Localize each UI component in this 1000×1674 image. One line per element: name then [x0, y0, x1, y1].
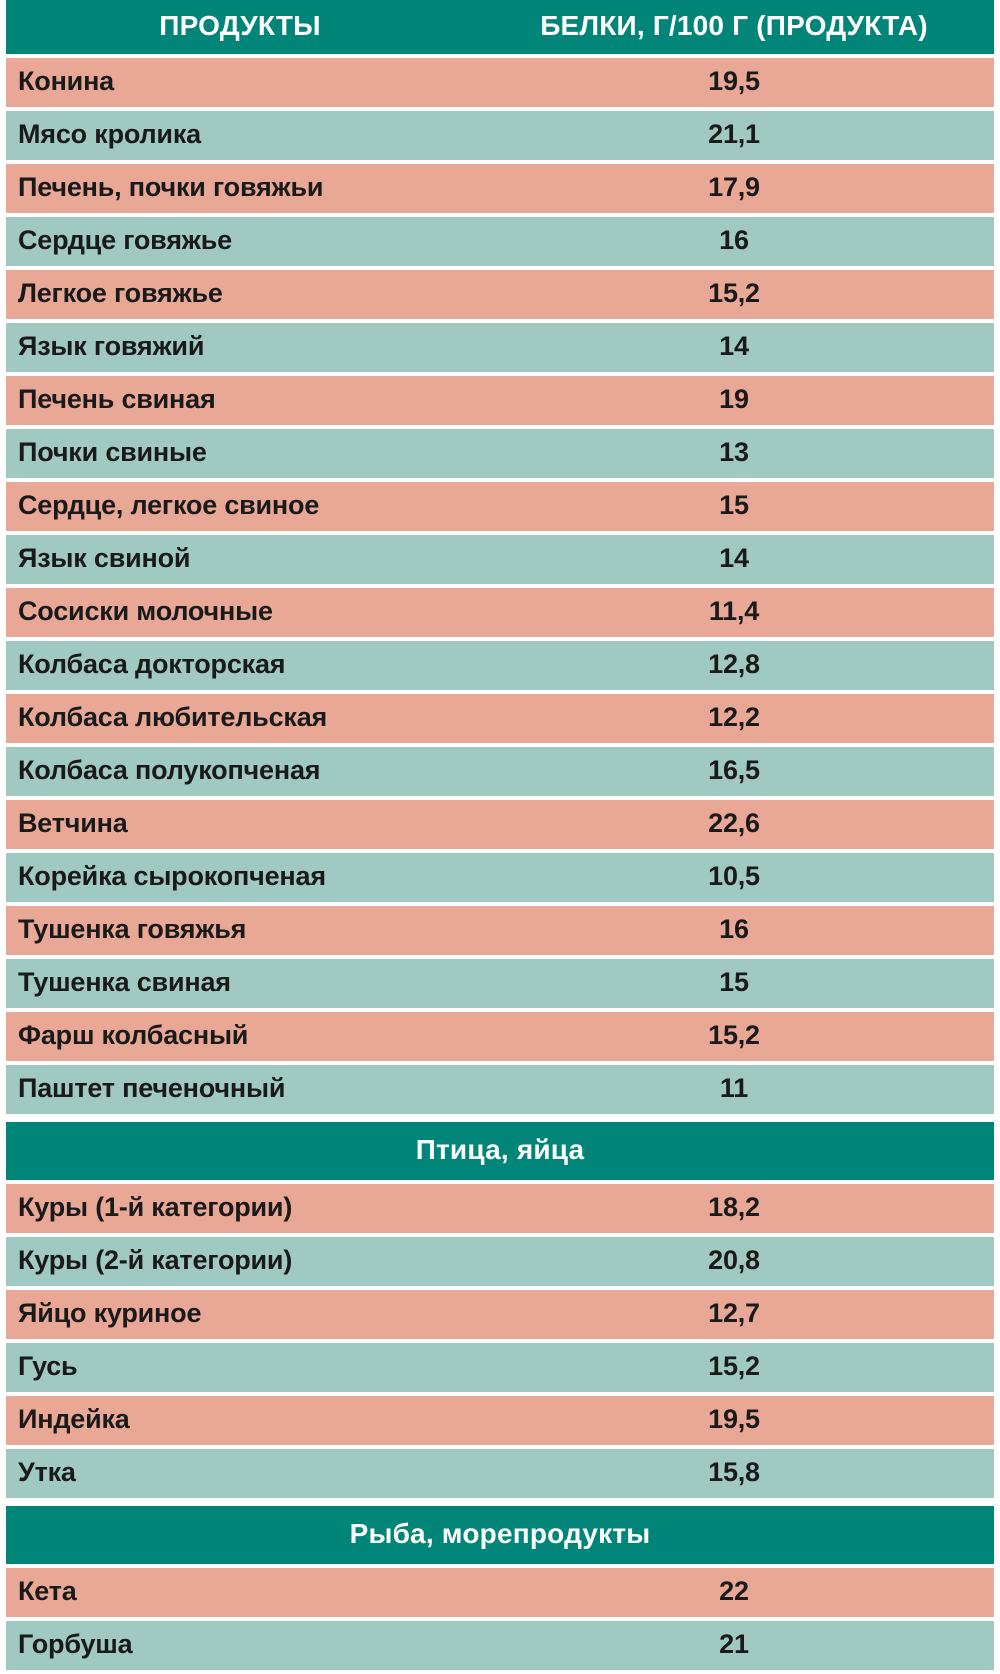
cell-product: Легкое говяжье	[6, 270, 474, 323]
cell-protein: 14	[474, 323, 994, 376]
table-row: Язык свиной14	[6, 535, 994, 588]
table-row: Фарш колбасный15,2	[6, 1012, 994, 1065]
table-row: Конина19,5	[6, 58, 994, 111]
cell-protein: 18,2	[474, 1184, 994, 1237]
cell-protein: 19	[474, 376, 994, 429]
table-row: Язык говяжий14	[6, 323, 994, 376]
cell-protein: 17,9	[474, 164, 994, 217]
cell-product: Гусь	[6, 1343, 474, 1396]
table-row: Горбуша21	[6, 1621, 994, 1674]
table-row: Утка15,8	[6, 1449, 994, 1502]
protein-table: ПРОДУКТЫБЕЛКИ, Г/100 Г (ПРОДУКТА)Конина1…	[6, 0, 994, 1674]
table-row: Сердце говяжье16	[6, 217, 994, 270]
cell-protein: 12,2	[474, 694, 994, 747]
table-row: Легкое говяжье15,2	[6, 270, 994, 323]
column-header-protein: БЕЛКИ, Г/100 Г (ПРОДУКТА)	[474, 0, 994, 58]
table-row: Колбаса любительская12,2	[6, 694, 994, 747]
cell-product: Язык свиной	[6, 535, 474, 588]
cell-product: Сердце, легкое свиное	[6, 482, 474, 535]
table-row: Печень, почки говяжьи17,9	[6, 164, 994, 217]
table-row: Индейка19,5	[6, 1396, 994, 1449]
cell-product: Яйцо куриное	[6, 1290, 474, 1343]
table-row: Тушенка свиная15	[6, 959, 994, 1012]
table-row: Мясо кролика21,1	[6, 111, 994, 164]
cell-product: Кета	[6, 1568, 474, 1621]
cell-product: Индейка	[6, 1396, 474, 1449]
cell-protein: 20,8	[474, 1237, 994, 1290]
table-row: Куры (1-й категории)18,2	[6, 1184, 994, 1237]
cell-protein: 15,2	[474, 1012, 994, 1065]
cell-protein: 15,2	[474, 1343, 994, 1396]
cell-protein: 12,8	[474, 641, 994, 694]
cell-product: Печень, почки говяжьи	[6, 164, 474, 217]
cell-product: Сердце говяжье	[6, 217, 474, 270]
table-row: Куры (2-й категории)20,8	[6, 1237, 994, 1290]
table-row: Гусь15,2	[6, 1343, 994, 1396]
cell-product: Фарш колбасный	[6, 1012, 474, 1065]
section-header: Птица, яйца	[6, 1118, 994, 1184]
cell-product: Ветчина	[6, 800, 474, 853]
table-row: Корейка сырокопченая10,5	[6, 853, 994, 906]
cell-protein: 11,4	[474, 588, 994, 641]
column-header-product: ПРОДУКТЫ	[6, 0, 474, 58]
table-row: Колбаса докторская12,8	[6, 641, 994, 694]
cell-protein: 15	[474, 482, 994, 535]
cell-protein: 19,5	[474, 58, 994, 111]
cell-product: Язык говяжий	[6, 323, 474, 376]
cell-product: Корейка сырокопченая	[6, 853, 474, 906]
cell-protein: 14	[474, 535, 994, 588]
cell-protein: 10,5	[474, 853, 994, 906]
cell-product: Колбаса полукопченая	[6, 747, 474, 800]
cell-product: Почки свиные	[6, 429, 474, 482]
cell-product: Колбаса любительская	[6, 694, 474, 747]
cell-product: Мясо кролика	[6, 111, 474, 164]
cell-protein: 22	[474, 1568, 994, 1621]
cell-protein: 15	[474, 959, 994, 1012]
cell-product: Куры (2-й категории)	[6, 1237, 474, 1290]
cell-product: Печень свиная	[6, 376, 474, 429]
table-row: Почки свиные13	[6, 429, 994, 482]
cell-product: Тушенка говяжья	[6, 906, 474, 959]
cell-protein: 15,2	[474, 270, 994, 323]
cell-product: Паштет печеночный	[6, 1065, 474, 1118]
table-row: Тушенка говяжья16	[6, 906, 994, 959]
cell-protein: 11	[474, 1065, 994, 1118]
section-title: Птица, яйца	[6, 1118, 994, 1184]
cell-product: Куры (1-й категории)	[6, 1184, 474, 1237]
cell-protein: 21	[474, 1621, 994, 1674]
table-row: Ветчина22,6	[6, 800, 994, 853]
table-row: Сосиски молочные11,4	[6, 588, 994, 641]
table-header: ПРОДУКТЫБЕЛКИ, Г/100 Г (ПРОДУКТА)	[6, 0, 994, 58]
table-row: Колбаса полукопченая16,5	[6, 747, 994, 800]
cell-protein: 13	[474, 429, 994, 482]
cell-product: Тушенка свиная	[6, 959, 474, 1012]
table-row: Паштет печеночный11	[6, 1065, 994, 1118]
table-row: Сердце, легкое свиное15	[6, 482, 994, 535]
cell-protein: 22,6	[474, 800, 994, 853]
cell-protein: 12,7	[474, 1290, 994, 1343]
cell-product: Горбуша	[6, 1621, 474, 1674]
cell-protein: 15,8	[474, 1449, 994, 1502]
cell-product: Колбаса докторская	[6, 641, 474, 694]
cell-protein: 16	[474, 217, 994, 270]
table-row: Яйцо куриное12,7	[6, 1290, 994, 1343]
cell-protein: 19,5	[474, 1396, 994, 1449]
table-row: Печень свиная19	[6, 376, 994, 429]
table-row: Кета22	[6, 1568, 994, 1621]
cell-product: Утка	[6, 1449, 474, 1502]
cell-protein: 16	[474, 906, 994, 959]
cell-protein: 16,5	[474, 747, 994, 800]
cell-product: Конина	[6, 58, 474, 111]
cell-product: Сосиски молочные	[6, 588, 474, 641]
cell-protein: 21,1	[474, 111, 994, 164]
